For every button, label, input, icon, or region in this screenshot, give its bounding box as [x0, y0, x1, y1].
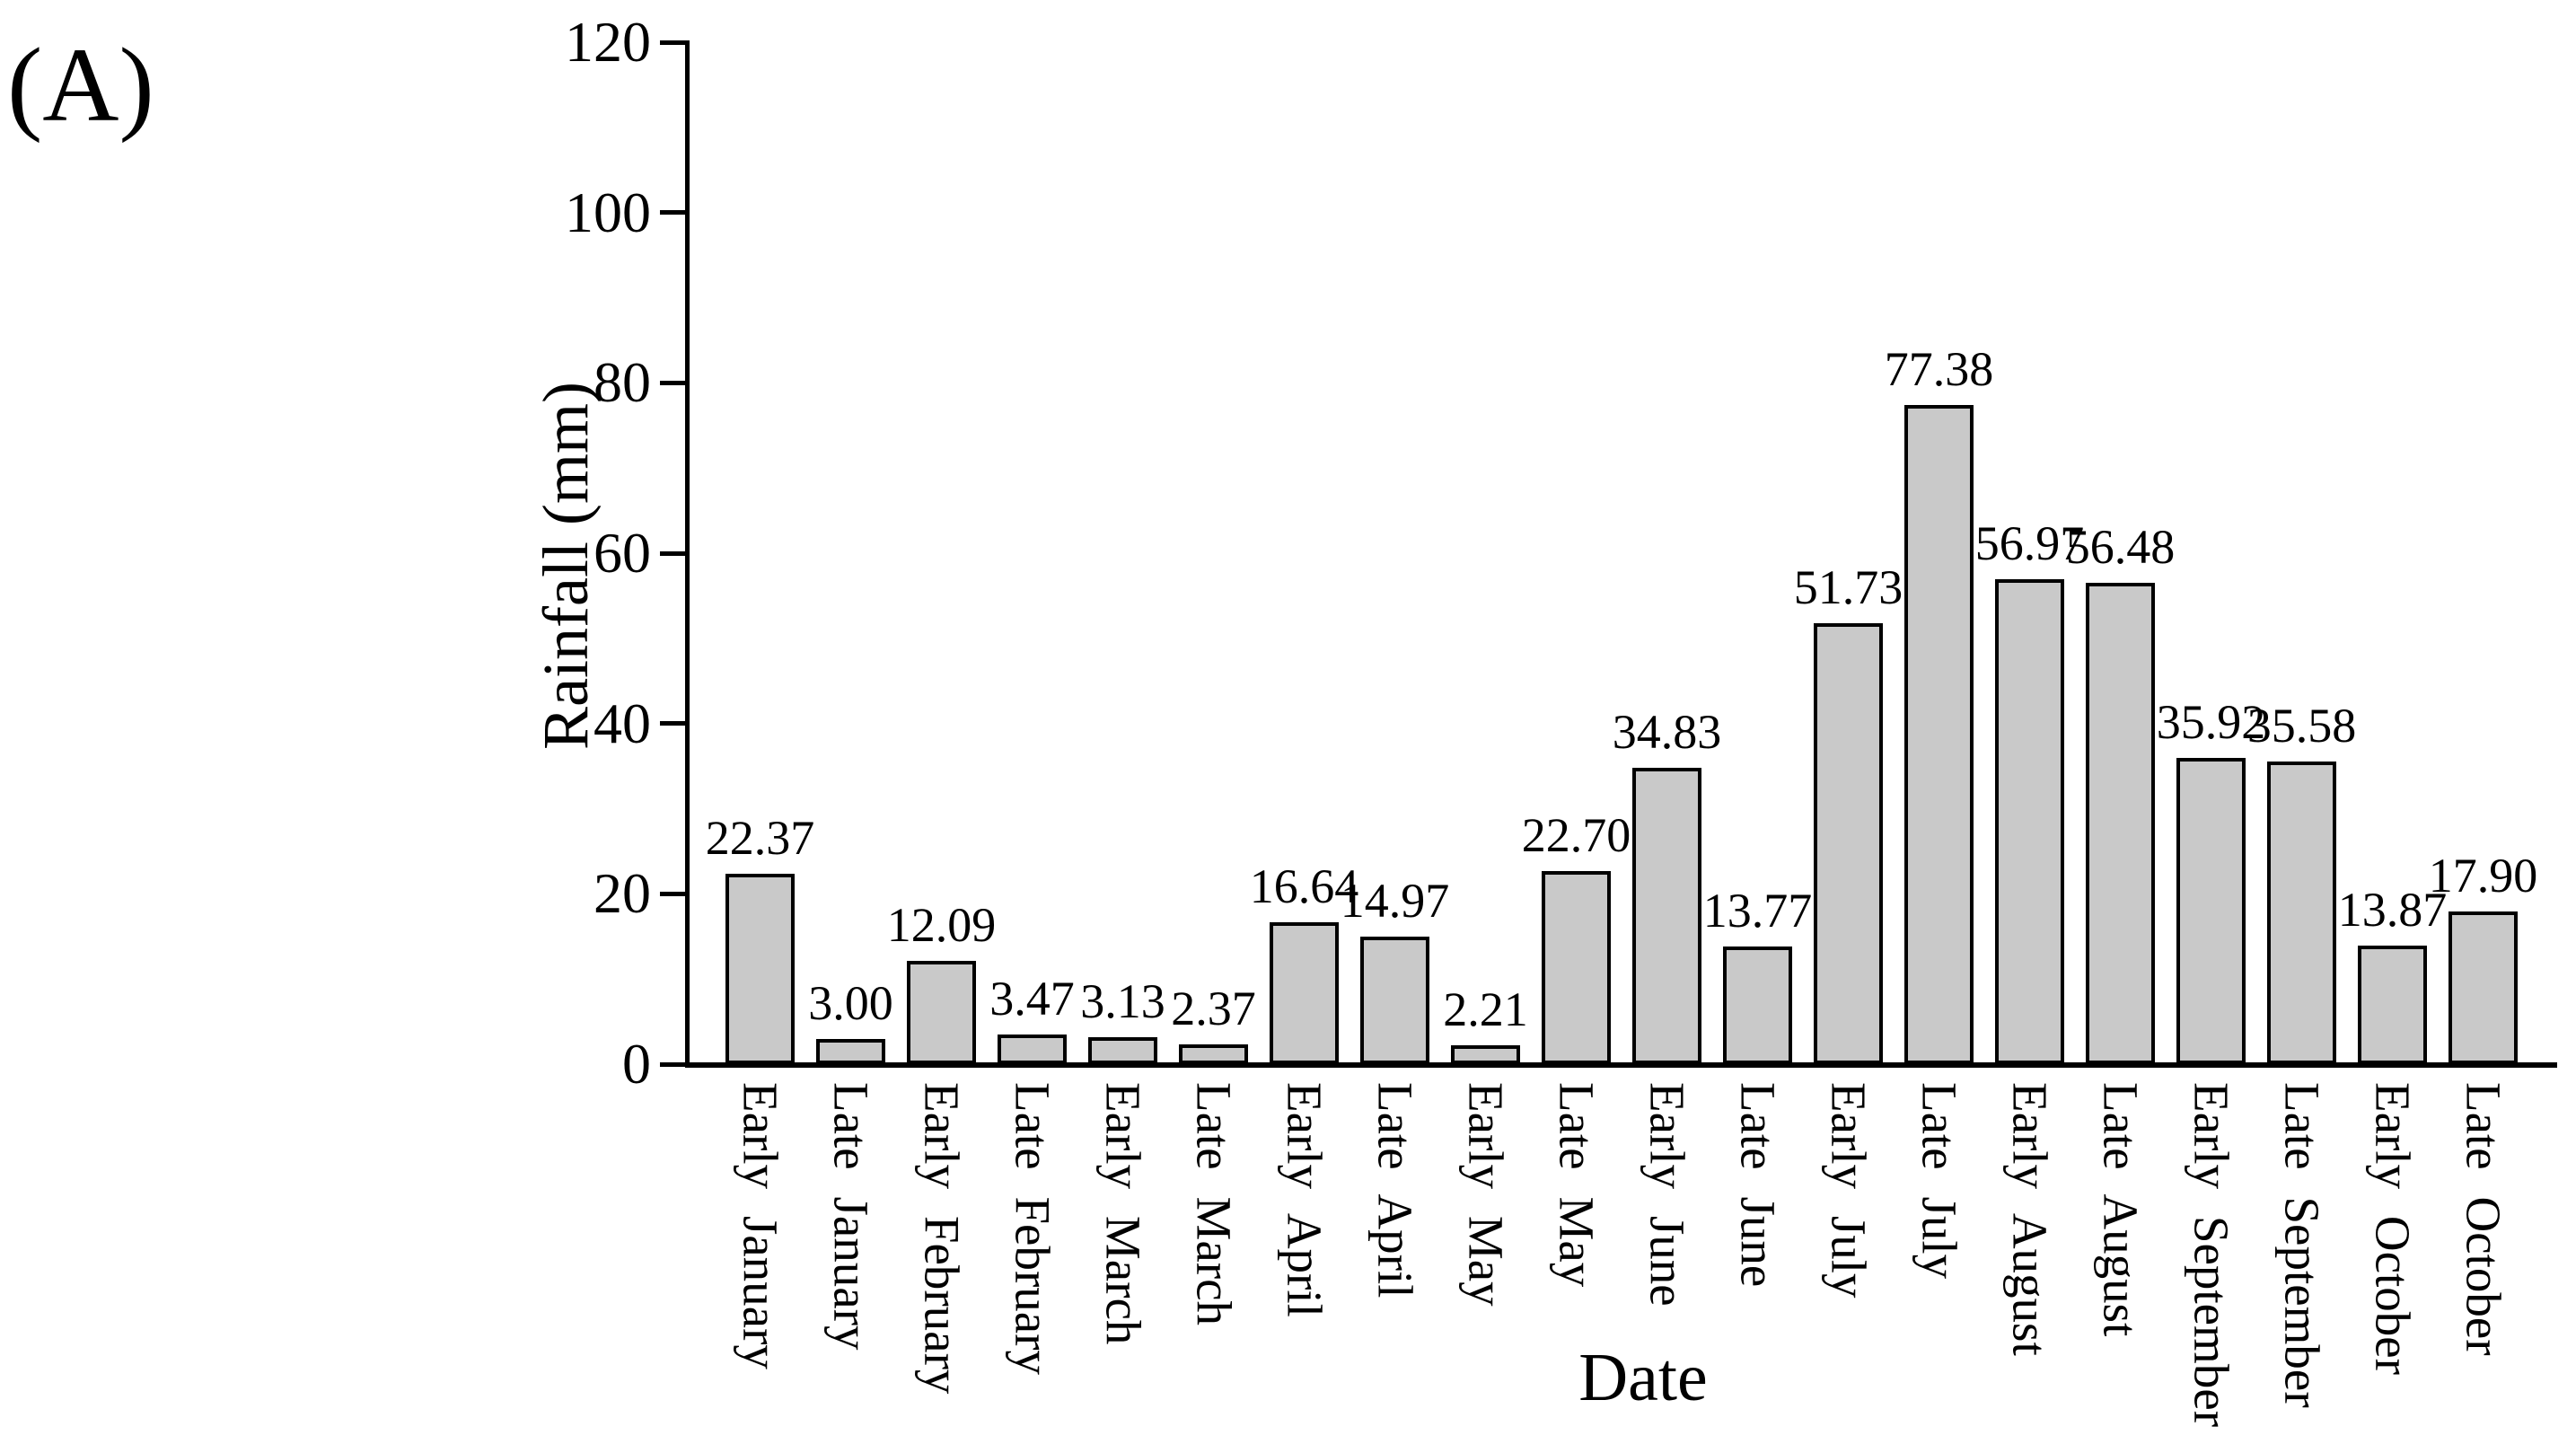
x-category-label: Early August: [2002, 1082, 2058, 1356]
bar-value-label: 77.38: [1884, 342, 1994, 397]
bar: [1360, 937, 1429, 1064]
bar: [2176, 758, 2246, 1064]
bar-value-label: 3.13: [1080, 974, 1165, 1029]
y-axis-title: Rainfall (mm): [530, 382, 602, 750]
bar: [2449, 911, 2518, 1064]
bar-value-label: 13.87: [2337, 883, 2448, 938]
bar: [1270, 922, 1339, 1064]
bar: [998, 1035, 1067, 1064]
bar-value-label: 35.92: [2156, 695, 2266, 750]
x-category-label: Late September: [2274, 1082, 2330, 1408]
y-tick: [660, 1061, 685, 1067]
y-tick: [660, 891, 685, 896]
x-category-label: Early February: [914, 1082, 970, 1395]
bar: [907, 961, 976, 1064]
y-tick: [660, 380, 685, 385]
bar: [2267, 761, 2336, 1064]
x-category-label: Early June: [1640, 1082, 1695, 1307]
y-tick-label: 20: [593, 861, 651, 926]
y-tick-label: 60: [593, 521, 651, 585]
bar-value-label: 3.47: [989, 972, 1075, 1026]
x-category-label: Late April: [1367, 1082, 1423, 1299]
x-category-label: Late August: [2093, 1082, 2149, 1337]
bar: [2358, 946, 2427, 1064]
x-category-label: Late March: [1186, 1082, 1242, 1325]
y-tick-label: 80: [593, 350, 651, 415]
y-tick-label: 100: [565, 180, 651, 244]
x-category-label: Late June: [1730, 1082, 1786, 1288]
bar-value-label: 14.97: [1340, 874, 1450, 929]
bar-value-label: 17.90: [2428, 849, 2538, 903]
x-category-label: Early July: [1821, 1082, 1877, 1299]
x-axis-title: Date: [1578, 1340, 1708, 1415]
y-tick-label: 0: [622, 1032, 651, 1096]
bar: [2086, 583, 2155, 1064]
bar-value-label: 56.97: [1974, 515, 2085, 570]
y-tick: [660, 550, 685, 556]
x-category-label: Late October: [2456, 1082, 2511, 1356]
bar-value-label: 16.64: [1249, 859, 1359, 914]
x-category-label: Early January: [733, 1082, 788, 1369]
bar-value-label: 13.77: [1702, 884, 1813, 938]
bar: [1179, 1043, 1248, 1064]
x-category-label: Late February: [1005, 1082, 1060, 1375]
x-category-label: Late January: [823, 1082, 879, 1351]
bar-value-label: 3.00: [808, 975, 893, 1030]
bar: [1723, 947, 1792, 1064]
y-axis-line: [685, 40, 690, 1068]
x-category-label: Late July: [1912, 1082, 1967, 1280]
y-tick: [660, 210, 685, 216]
x-category-label: Early April: [1277, 1082, 1332, 1317]
x-axis-line: [685, 1062, 2557, 1068]
x-category-label: Early September: [2184, 1082, 2239, 1428]
bar: [1451, 1045, 1520, 1064]
y-tick-label: 40: [593, 691, 651, 755]
x-category-label: Early October: [2365, 1082, 2421, 1375]
bar-value-label: 56.48: [2065, 520, 2176, 575]
bar: [1814, 623, 1883, 1064]
y-tick: [660, 721, 685, 726]
bar-value-label: 2.21: [1443, 982, 1528, 1037]
bar-value-label: 22.37: [705, 810, 815, 865]
bar: [1995, 578, 2064, 1064]
x-category-label: Early March: [1095, 1082, 1151, 1345]
bar-value-label: 51.73: [1793, 560, 1903, 615]
bar: [816, 1038, 885, 1064]
x-category-label: Late May: [1549, 1082, 1605, 1288]
x-category-label: Early May: [1458, 1082, 1514, 1307]
bar-value-label: 12.09: [886, 898, 997, 953]
bar-value-label: 2.37: [1171, 981, 1256, 1035]
bar: [1904, 405, 1974, 1064]
y-tick: [660, 40, 685, 45]
y-tick-label: 120: [565, 10, 651, 74]
panel-label: (A): [7, 26, 154, 144]
bar-value-label: 22.70: [1521, 807, 1631, 862]
bar: [1632, 767, 1701, 1064]
bar-value-label: 34.83: [1612, 704, 1722, 759]
bar: [725, 873, 795, 1064]
bar: [1088, 1037, 1157, 1064]
bar: [1542, 870, 1611, 1064]
bar-value-label: 35.58: [2246, 698, 2357, 753]
